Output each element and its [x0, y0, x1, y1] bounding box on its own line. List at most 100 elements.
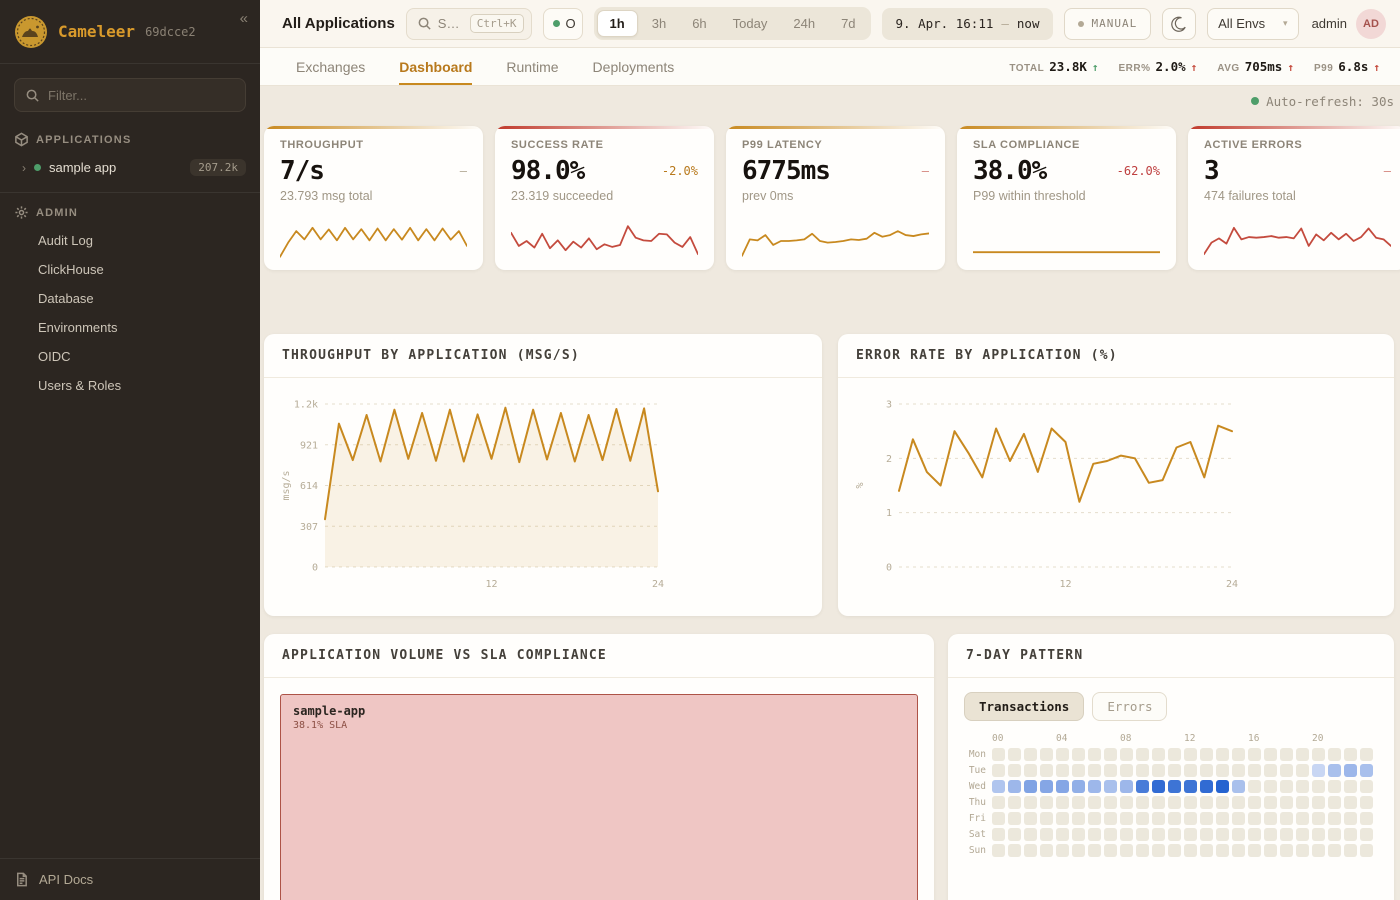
env-select-value: All Envs [1218, 16, 1266, 31]
heatmap-cell [1056, 812, 1069, 825]
heatmap-cell [1328, 812, 1341, 825]
heatmap-cell [1344, 844, 1357, 857]
heatmap-cell [1024, 828, 1037, 841]
heatmap-cell [1088, 764, 1101, 777]
treemap-node-sample-app[interactable]: sample-app 38.1% SLA [280, 694, 918, 900]
sidebar-collapse-button[interactable]: « [239, 10, 248, 27]
stat-label: AVG [1217, 63, 1240, 74]
sidebar-item-api-docs[interactable]: API Docs [0, 858, 260, 900]
toggle-transactions[interactable]: Transactions [964, 692, 1085, 721]
gear-icon [15, 206, 28, 219]
heatmap-cell [992, 796, 1005, 809]
tab-dashboard[interactable]: Dashboard [399, 48, 473, 85]
user-area: admin AD [1312, 8, 1386, 39]
heatmap-cell [1344, 796, 1357, 809]
sidebar-item-database[interactable]: Database [38, 291, 94, 306]
toggle-errors[interactable]: Errors [1092, 692, 1168, 721]
heatmap-cell [1040, 796, 1053, 809]
search-input[interactable] [437, 16, 464, 31]
kpi-label: P99 LATENCY [742, 139, 823, 151]
document-icon [17, 872, 27, 887]
range-7d[interactable]: 7d [829, 11, 867, 36]
heatmap-cell [1184, 812, 1197, 825]
heatmap-cell [1216, 780, 1229, 793]
heatmap-cell [1248, 796, 1261, 809]
tab-runtime[interactable]: Runtime [506, 58, 559, 75]
heatmap-cell [1216, 828, 1229, 841]
heatmap-cell [1168, 764, 1181, 777]
heatmap-cell [1328, 764, 1341, 777]
day-label: Wed [968, 781, 986, 792]
stat-value: 6.8s [1338, 59, 1369, 74]
range-6h[interactable]: 6h [680, 11, 718, 36]
stat-label: ERR% [1118, 63, 1151, 74]
global-search[interactable]: Ctrl+K [405, 7, 532, 40]
hour-label: 08 [1120, 733, 1132, 744]
dashboard-content: Auto-refresh: 30s THROUGHPUT 7/s – 23.793… [260, 86, 1400, 900]
hour-label: 16 [1248, 733, 1260, 744]
heatmap-cell [1328, 844, 1341, 857]
heatmap-cell [1280, 796, 1293, 809]
heatmap-cell [1344, 828, 1357, 841]
heatmap-cell [1136, 796, 1149, 809]
heatmap-cell [992, 812, 1005, 825]
heatmap-cell [1104, 812, 1117, 825]
filter-input[interactable] [48, 87, 235, 103]
range-today[interactable]: Today [721, 11, 780, 36]
heatmap-cell [1296, 780, 1309, 793]
status-pill-label: O [565, 16, 576, 31]
heatmap-cell [1008, 748, 1021, 761]
hour-label: 04 [1056, 733, 1068, 744]
day-label: Tue [968, 765, 986, 776]
svg-text:12: 12 [485, 579, 497, 590]
sidebar-item-environments[interactable]: Environments [38, 320, 118, 335]
kpi-subtext: 474 failures total [1204, 189, 1296, 203]
heatmap-cell [1248, 748, 1261, 761]
range-1h[interactable]: 1h [596, 10, 638, 37]
heatmap-cell [1120, 828, 1133, 841]
heatmap-cell [992, 780, 1005, 793]
heatmap-cells [992, 780, 1373, 793]
time-range-display[interactable]: 9. Apr. 16:11 – now [881, 7, 1054, 40]
chevron-right-icon[interactable]: › [22, 160, 26, 175]
range-24h[interactable]: 24h [781, 11, 827, 36]
heatmap-cell [1088, 828, 1101, 841]
bottom-row: APPLICATION VOLUME VS SLA COMPLIANCE sam… [264, 634, 1396, 900]
heatmap-hour-labels: 00 04 08 12 16 20 [992, 733, 1378, 745]
sidebar-item-clickhouse[interactable]: ClickHouse [38, 262, 104, 277]
sidebar-item-sample-app[interactable]: › sample app 207.2k [0, 153, 260, 182]
kpi-card-active-errors: ACTIVE ERRORS 3 – 474 failures total [1188, 126, 1400, 270]
manual-refresh-button[interactable]: MANUAL [1064, 7, 1152, 40]
sidebar: Cameleer 69dcce2 « APPLICATIONS › sample… [0, 0, 260, 900]
admin-section-header: ADMIN [0, 195, 260, 226]
stat-p99: P99 6.8s ↑ [1314, 59, 1380, 74]
heatmap-cell [1088, 812, 1101, 825]
sidebar-item-oidc[interactable]: OIDC [38, 349, 71, 364]
heatmap-cell [1232, 748, 1245, 761]
tab-deployments[interactable]: Deployments [592, 58, 675, 75]
time-to: now [1016, 16, 1040, 31]
sparkline-chart [280, 222, 467, 260]
tabs-row: Exchanges Dashboard Runtime Deployments … [260, 48, 1400, 86]
sidebar-item-users-roles[interactable]: Users & Roles [38, 378, 122, 393]
heatmap-cell [1344, 748, 1357, 761]
status-dot-green [552, 20, 560, 27]
heatmap-cell [1072, 748, 1085, 761]
heatmap-cell [1184, 844, 1197, 857]
kpi-label: SLA COMPLIANCE [973, 139, 1080, 151]
sidebar-item-audit-log[interactable]: Audit Log [38, 233, 93, 248]
heatmap-cell [1040, 828, 1053, 841]
live-status-pill[interactable]: O [542, 7, 583, 40]
heatmap-cell [1360, 748, 1373, 761]
heatmap-cell [1216, 812, 1229, 825]
theme-toggle-button[interactable] [1162, 7, 1197, 40]
hour-label: 12 [1184, 733, 1196, 744]
env-select[interactable]: All Envs ▾ [1207, 7, 1299, 40]
day-label: Thu [968, 797, 986, 808]
avatar[interactable]: AD [1356, 8, 1386, 39]
heatmap-cell [1360, 764, 1373, 777]
range-3h[interactable]: 3h [640, 11, 678, 36]
heatmap-cell [1008, 796, 1021, 809]
tab-exchanges[interactable]: Exchanges [296, 58, 366, 75]
